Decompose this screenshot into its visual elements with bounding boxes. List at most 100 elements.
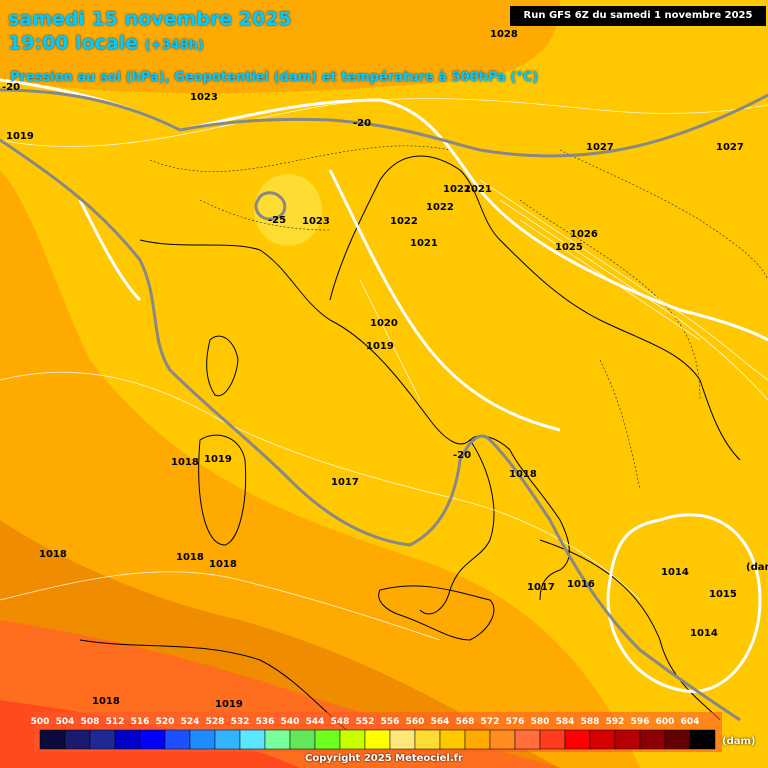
legend-swatch: [464, 729, 491, 750]
pressure-label: 1017: [331, 477, 359, 488]
pressure-label: 1022: [426, 202, 454, 213]
legend-swatch: [389, 729, 416, 750]
legend-swatch: [89, 729, 116, 750]
pressure-label: 1018: [176, 552, 204, 563]
pressure-label: 1021: [464, 184, 492, 195]
legend-swatch: [414, 729, 441, 750]
cold-core: [254, 174, 322, 246]
legend-value: 584: [556, 717, 575, 727]
pressure-label: 1019: [6, 131, 34, 142]
legend-swatch: [239, 729, 266, 750]
pressure-label: 1027: [716, 142, 744, 153]
legend-swatch: [364, 729, 391, 750]
pressure-label: 1025: [555, 242, 583, 253]
pressure-label-layer: 1028 1023 1019 1027 1027 1021 1022 1022 …: [6, 29, 768, 710]
legend-swatch: [314, 729, 341, 750]
legend-swatch: [639, 729, 666, 750]
legend-value: 504: [56, 717, 75, 727]
pressure-label: 1014: [690, 628, 718, 639]
legend-swatch: [139, 729, 166, 750]
legend-value: 524: [181, 717, 200, 727]
legend-swatch: [489, 729, 516, 750]
legend-swatch: [689, 729, 716, 750]
temperature-label: -20: [453, 450, 471, 461]
pressure-label: 1016: [567, 579, 595, 590]
pressure-label: 1018: [509, 469, 537, 480]
legend-swatch: [214, 729, 241, 750]
pressure-label: 1014: [661, 567, 689, 578]
isotherms: [0, 88, 768, 722]
legend-value: 520: [156, 717, 175, 727]
pressure-label: 1018: [209, 559, 237, 570]
legend-value: 512: [106, 717, 125, 727]
legend-swatch: [114, 729, 141, 750]
legend-swatch: [189, 729, 216, 750]
legend-value: 552: [356, 717, 375, 727]
legend-value: 540: [281, 717, 300, 727]
legend-value: 564: [431, 717, 450, 727]
borders: [149, 145, 768, 491]
run-info-badge: Run GFS 6Z du samedi 1 novembre 2025: [510, 6, 766, 26]
legend-value: 572: [481, 717, 500, 727]
temperature-label: -20: [353, 118, 371, 129]
forecast-time: 19:00 locale (+348h): [8, 32, 204, 54]
forecast-date: samedi 15 novembre 2025: [8, 8, 292, 30]
legend-value: 604: [681, 717, 700, 727]
legend-swatch: [664, 729, 691, 750]
legend-value: 544: [306, 717, 325, 727]
legend-swatch: [564, 729, 591, 750]
legend-swatch: [439, 729, 466, 750]
legend-value: 508: [81, 717, 100, 727]
forecast-lead: (+348h): [144, 38, 204, 53]
legend-swatch: [514, 729, 541, 750]
legend-value: 536: [256, 717, 275, 727]
legend-value: 560: [406, 717, 425, 727]
forecast-time-value: 19:00 locale: [8, 32, 139, 54]
band-568-north: [0, 0, 560, 94]
pressure-label: 1019: [215, 699, 243, 710]
legend-swatch: [264, 729, 291, 750]
pressure-label: 1023: [302, 216, 330, 227]
pressure-label: 1021: [410, 238, 438, 249]
legend-value: 576: [506, 717, 525, 727]
legend-value: 532: [231, 717, 250, 727]
pressure-label: 1019: [204, 454, 232, 465]
pressure-label: 1022: [390, 216, 418, 227]
temperature-label-layer: -20 -20 -25 -20: [2, 82, 471, 461]
pressure-label: 1019: [366, 341, 394, 352]
pressure-label: 1028: [490, 29, 518, 40]
temperature-label: -20: [2, 82, 20, 93]
legend-value: 580: [531, 717, 550, 727]
product-title: Pression au sol (hPa), Geopotentiel (dam…: [10, 70, 539, 85]
legend-swatch: [289, 729, 316, 750]
legend-value: 556: [381, 717, 400, 727]
pressure-label: 1015: [709, 589, 737, 600]
legend-swatch: [39, 729, 66, 750]
temperature-label: -25: [268, 215, 286, 226]
pressure-label: 1018: [92, 696, 120, 707]
pressure-label: 1027: [586, 142, 614, 153]
legend-value: 548: [331, 717, 350, 727]
pressure-label: 1023: [190, 92, 218, 103]
legend-swatch: [539, 729, 566, 750]
legend-value: 528: [206, 717, 225, 727]
legend-value: 516: [131, 717, 150, 727]
legend-value: 500: [31, 717, 50, 727]
pressure-label: 1022: [443, 184, 471, 195]
pressure-label: 1026: [570, 229, 598, 240]
pressure-label: 1018: [39, 549, 67, 560]
pressure-label: 1018: [171, 457, 199, 468]
legend-value: 568: [456, 717, 475, 727]
legend-swatch: [614, 729, 641, 750]
legend-value: 596: [631, 717, 650, 727]
legend-value: 588: [581, 717, 600, 727]
legend-swatch: [164, 729, 191, 750]
pressure-label: (dam): [746, 562, 768, 573]
legend-swatch: [64, 729, 91, 750]
legend-color-bar: 500 504 508 512 516 520 524 528 532 536 540 544 548 5…: [31, 712, 722, 752]
legend-swatch: [589, 729, 616, 750]
pressure-label: 1020: [370, 318, 398, 329]
pressure-label: 1017: [527, 582, 555, 593]
